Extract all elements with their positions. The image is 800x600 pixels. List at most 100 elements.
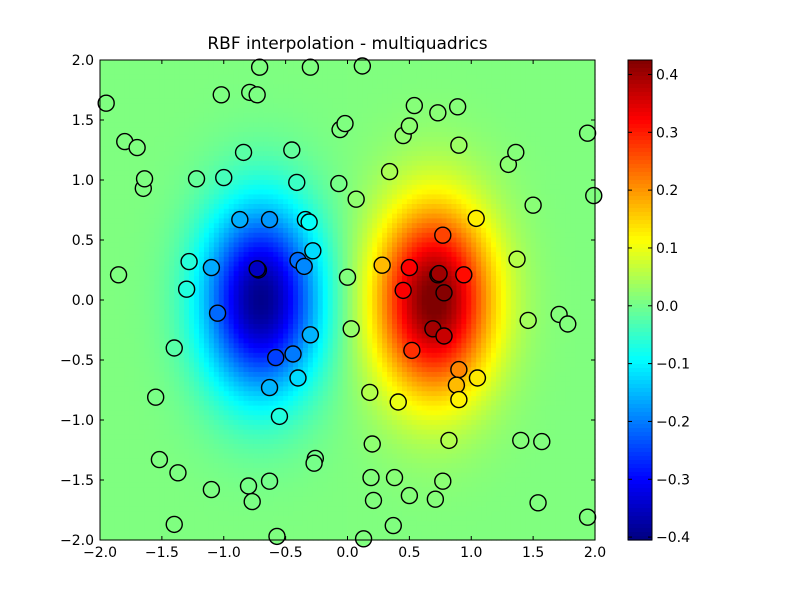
y-tick-label: −1.0 bbox=[60, 413, 94, 429]
data-point bbox=[288, 173, 306, 192]
data-point bbox=[305, 454, 323, 472]
data-point bbox=[394, 281, 412, 300]
data-point bbox=[400, 258, 419, 277]
data-point bbox=[529, 494, 547, 512]
data-point bbox=[260, 472, 279, 490]
data-point bbox=[97, 94, 115, 112]
data-point bbox=[559, 315, 577, 333]
data-point bbox=[354, 530, 373, 548]
y-tick-label: 2.0 bbox=[72, 53, 94, 69]
data-point bbox=[248, 260, 266, 278]
data-point bbox=[447, 376, 466, 394]
data-point bbox=[364, 491, 383, 510]
data-point bbox=[267, 348, 285, 367]
data-point bbox=[426, 490, 445, 508]
data-point bbox=[578, 124, 597, 142]
data-point bbox=[507, 143, 525, 162]
data-point bbox=[336, 114, 354, 133]
data-point bbox=[363, 435, 381, 453]
data-point bbox=[289, 369, 307, 387]
colorbar-frame bbox=[627, 59, 653, 541]
x-axis-ticks: −2.0 −1.5 −1.0 −0.5 0.0 0.5 1.0 1.5 2.0 bbox=[83, 60, 606, 561]
data-point bbox=[380, 162, 399, 181]
data-point bbox=[440, 431, 458, 450]
colorbar-ticks: 0.4 0.3 0.2 0.1 0.0 −0.1 −0.2 −0.3 −0.4 bbox=[628, 67, 690, 546]
data-point bbox=[301, 58, 320, 76]
y-tick-label: 1.5 bbox=[72, 113, 94, 129]
data-point bbox=[434, 472, 452, 490]
data-point bbox=[234, 143, 253, 162]
data-point bbox=[212, 86, 230, 104]
data-point bbox=[250, 58, 269, 76]
data-point bbox=[512, 431, 530, 450]
data-point bbox=[533, 432, 551, 451]
data-point bbox=[169, 464, 187, 482]
data-point bbox=[429, 104, 447, 122]
y-tick-label: −2.0 bbox=[60, 533, 94, 549]
data-point bbox=[347, 190, 365, 208]
data-point bbox=[135, 170, 154, 188]
x-tick-label: 0.0 bbox=[336, 545, 358, 561]
data-point bbox=[519, 311, 537, 330]
data-point bbox=[467, 209, 485, 228]
y-tick-label: −1.5 bbox=[60, 473, 94, 489]
data-point bbox=[243, 492, 261, 511]
data-point bbox=[338, 268, 357, 286]
data-point bbox=[295, 257, 313, 276]
colorbar-tick-label: −0.2 bbox=[656, 414, 690, 430]
data-point bbox=[239, 477, 258, 495]
data-point bbox=[448, 98, 467, 116]
data-point bbox=[384, 516, 402, 535]
data-point bbox=[450, 360, 468, 379]
data-point bbox=[202, 480, 221, 499]
y-axis-ticks: 2.0 1.5 1.0 0.5 0.0 −0.5 −1.0 −1.5 −2.0 bbox=[60, 53, 595, 549]
colorbar-tick-label: −0.4 bbox=[656, 530, 690, 546]
x-tick-label: 2.0 bbox=[584, 545, 606, 561]
data-point bbox=[165, 515, 183, 534]
data-point bbox=[128, 138, 146, 157]
data-point bbox=[389, 393, 407, 411]
data-point bbox=[400, 486, 419, 505]
data-point bbox=[284, 345, 302, 363]
data-point bbox=[435, 284, 453, 302]
data-point bbox=[361, 383, 379, 402]
data-point bbox=[342, 320, 360, 338]
data-point bbox=[202, 258, 221, 277]
heatmap-surface bbox=[100, 60, 596, 541]
data-point bbox=[455, 266, 473, 284]
data-point bbox=[165, 339, 183, 357]
chart-title: RBF interpolation - multiquadrics bbox=[207, 34, 488, 54]
data-point bbox=[434, 226, 452, 244]
data-point bbox=[385, 468, 404, 487]
data-point bbox=[231, 210, 249, 229]
data-point bbox=[468, 369, 487, 387]
colorbar-tick-label: 0.2 bbox=[656, 183, 678, 199]
data-point bbox=[180, 252, 198, 271]
x-tick-label: −0.5 bbox=[269, 545, 303, 561]
data-point bbox=[177, 280, 196, 298]
colorbar-tick-label: 0.3 bbox=[656, 125, 678, 141]
data-point bbox=[208, 304, 227, 322]
data-point bbox=[430, 264, 448, 283]
data-point bbox=[268, 527, 286, 546]
x-tick-label: 0.5 bbox=[398, 545, 420, 561]
colorbar bbox=[628, 60, 652, 541]
data-point bbox=[260, 378, 279, 397]
y-tick-label: 0.0 bbox=[72, 293, 94, 309]
data-point bbox=[215, 168, 233, 187]
data-point bbox=[300, 213, 318, 231]
colorbar-tick-label: −0.1 bbox=[656, 357, 690, 373]
data-point bbox=[283, 141, 301, 159]
scatter-points bbox=[97, 57, 603, 548]
data-point bbox=[260, 210, 279, 229]
data-point bbox=[270, 407, 289, 426]
colorbar-tick-label: −0.3 bbox=[656, 472, 690, 488]
data-point bbox=[508, 250, 526, 268]
data-point bbox=[362, 468, 380, 487]
data-point bbox=[403, 341, 421, 360]
data-point bbox=[109, 266, 128, 284]
data-point bbox=[150, 450, 169, 469]
data-point bbox=[450, 390, 468, 409]
